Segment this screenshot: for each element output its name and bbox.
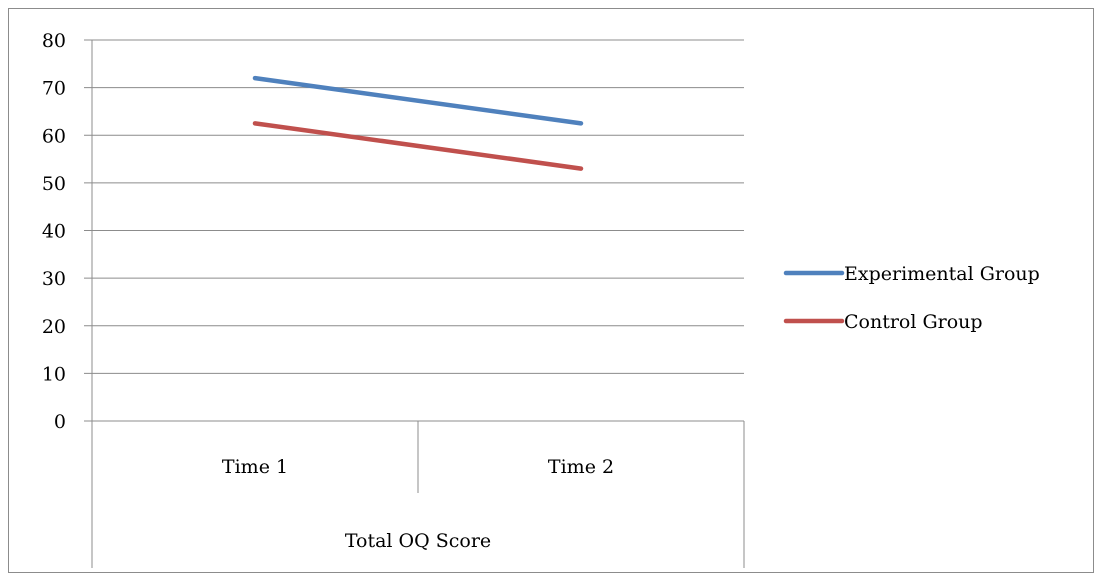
gridlines	[84, 39, 744, 422]
y-tick-label: 70	[42, 78, 66, 100]
y-tick-label: 10	[42, 363, 66, 385]
y-tick-label: 20	[42, 316, 66, 338]
y-tick-label: 40	[42, 221, 66, 243]
series-line	[252, 121, 584, 171]
x-group-label: Total OQ Score	[345, 530, 491, 552]
y-tick-label: 50	[42, 173, 66, 195]
y-tick-label: 30	[42, 268, 66, 290]
x-axis-categories: Time 1 Time 2 Total OQ Score	[222, 456, 614, 552]
legend-label: Experimental Group	[844, 263, 1040, 285]
x-category-label: Time 1	[222, 456, 288, 478]
x-category-label: Time 2	[548, 456, 614, 478]
chart-frame	[8, 8, 1094, 573]
y-tick-label: 0	[54, 411, 66, 433]
axes	[91, 40, 745, 568]
legend-label: Control Group	[844, 311, 983, 333]
series-line	[252, 75, 584, 126]
legend: Experimental Group Control Group	[783, 263, 1040, 333]
y-tick-label: 80	[42, 30, 66, 52]
series-lines	[252, 75, 584, 171]
y-axis-ticks: 0 10 20 30 40 50 60 70 80	[42, 30, 66, 433]
y-tick-label: 60	[42, 125, 66, 147]
